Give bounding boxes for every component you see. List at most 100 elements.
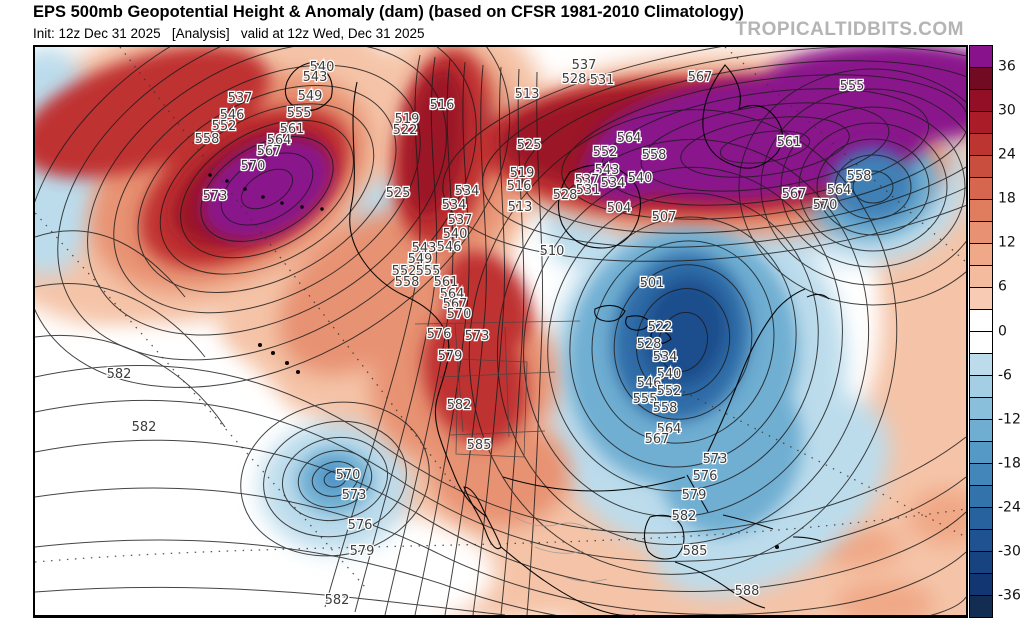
contour-label: 567 bbox=[688, 70, 713, 85]
contour-label: 558 bbox=[395, 275, 420, 290]
colorbar-cell bbox=[970, 485, 992, 507]
contour-label: 543 bbox=[412, 241, 437, 256]
page-title: EPS 500mb Geopotential Height & Anomaly … bbox=[33, 3, 744, 21]
colorbar-cell bbox=[970, 309, 992, 331]
contour-label: 585 bbox=[683, 544, 708, 559]
contour-label: 537 bbox=[572, 58, 597, 73]
contours-atlantic-low bbox=[738, 68, 966, 306]
colorbar-tick: -36 bbox=[998, 587, 1021, 604]
contour-label: 570 bbox=[813, 198, 838, 213]
contour-label: 552 bbox=[593, 145, 618, 160]
contour-label: 501 bbox=[640, 276, 665, 291]
colorbar-cell bbox=[970, 595, 992, 617]
contour-label: 540 bbox=[310, 60, 335, 75]
contour-label: 534 bbox=[442, 198, 467, 213]
contour-label: 540 bbox=[443, 227, 468, 242]
colorbar-cell bbox=[970, 573, 992, 595]
contours-pacific-cutoff bbox=[240, 401, 430, 557]
contours-southern-sweep bbox=[35, 364, 966, 615]
colorbar-tick: -30 bbox=[998, 543, 1021, 560]
contour-label: 528 bbox=[553, 188, 578, 203]
contour-label: 537 bbox=[575, 173, 600, 188]
colorbar-tick: 24 bbox=[998, 146, 1016, 163]
contour-label: 552 bbox=[657, 384, 682, 399]
colorbar-cell bbox=[970, 441, 992, 463]
colorbar-cell bbox=[970, 529, 992, 551]
contour-label: 519 bbox=[395, 112, 420, 127]
contour-label: 540 bbox=[628, 171, 653, 186]
coastlines bbox=[208, 61, 830, 615]
contour-label: 528 bbox=[562, 72, 587, 87]
contour-label: 537 bbox=[228, 91, 253, 106]
colorbar-cell bbox=[970, 243, 992, 265]
contour-label: 567 bbox=[443, 297, 468, 312]
contour-label: 549 bbox=[408, 252, 433, 267]
contour-label: 558 bbox=[642, 148, 667, 163]
contour-label: 564 bbox=[267, 133, 292, 148]
colorbar-cell bbox=[970, 397, 992, 419]
contour-label: 582 bbox=[325, 593, 350, 608]
contour-label: 519 bbox=[510, 166, 535, 181]
contour-label: 573 bbox=[342, 488, 367, 503]
contour-label: 534 bbox=[601, 176, 626, 191]
contour-label: 543 bbox=[595, 163, 620, 178]
colorbar-tick: 18 bbox=[998, 190, 1016, 207]
colorbar-tick: -6 bbox=[998, 367, 1012, 384]
contour-label: 576 bbox=[348, 518, 373, 533]
contour-label: 564 bbox=[617, 131, 642, 146]
colorbar-cell bbox=[970, 419, 992, 441]
contour-label: 573 bbox=[465, 329, 490, 344]
height-contours bbox=[35, 47, 966, 615]
contour-label: 510 bbox=[540, 244, 565, 259]
colorbar-cell bbox=[970, 551, 992, 573]
contour-label: 522 bbox=[393, 123, 418, 138]
contour-label: 537 bbox=[448, 213, 473, 228]
tropicaltidbits-watermark: TROPICALTIDBITS.COM bbox=[735, 19, 964, 40]
contours-east-trough bbox=[468, 109, 898, 575]
contour-label: 561 bbox=[777, 135, 802, 150]
colorbar-cell bbox=[970, 287, 992, 309]
colorbar-cell bbox=[970, 265, 992, 287]
contour-label: 570 bbox=[241, 159, 266, 174]
colorbar-cell bbox=[970, 133, 992, 155]
contour-label: 558 bbox=[847, 169, 872, 184]
contour-label: 507 bbox=[652, 210, 677, 225]
anomaly-colorbar bbox=[969, 45, 993, 618]
colorbar-cell bbox=[970, 89, 992, 111]
contour-label: 585 bbox=[467, 438, 492, 453]
contour-label: 504 bbox=[607, 201, 632, 216]
colorbar-tick: -24 bbox=[998, 499, 1021, 516]
colorbar-cell bbox=[970, 67, 992, 89]
contour-label: 579 bbox=[350, 544, 375, 559]
contour-label: 582 bbox=[447, 398, 472, 413]
contour-label: 567 bbox=[645, 432, 670, 447]
contour-label: 534 bbox=[653, 350, 678, 365]
map-canvas: 537 540 543 549 546 555 552 561 558 564 567 570 573 5… bbox=[33, 45, 968, 618]
contour-label: 579 bbox=[438, 349, 463, 364]
colorbar-cell bbox=[970, 155, 992, 177]
colorbar-tick: -12 bbox=[998, 411, 1021, 428]
contour-label: 564 bbox=[657, 422, 682, 437]
contour-label: 573 bbox=[703, 452, 728, 467]
colorbar-cell bbox=[970, 507, 992, 529]
graticule bbox=[35, 47, 966, 588]
contour-label: 582 bbox=[107, 367, 132, 382]
contour-label: 588 bbox=[735, 584, 760, 599]
colorbar-cell bbox=[970, 221, 992, 243]
contours-west-edge bbox=[35, 230, 226, 428]
colorbar-cell bbox=[970, 199, 992, 221]
contour-label: 555 bbox=[633, 392, 658, 407]
contour-label: 558 bbox=[653, 401, 678, 416]
contour-label: 549 bbox=[298, 89, 323, 104]
contour-label: 513 bbox=[515, 87, 540, 102]
contour-label: 555 bbox=[287, 106, 312, 121]
contour-label: 561 bbox=[280, 122, 305, 137]
colorbar-cell bbox=[970, 177, 992, 199]
colorbar-cell bbox=[970, 46, 992, 67]
colorbar-cell bbox=[970, 111, 992, 133]
contour-label: 576 bbox=[693, 469, 718, 484]
contour-label: 555 bbox=[840, 79, 865, 94]
contour-label: 546 bbox=[637, 376, 662, 391]
contour-label: 522 bbox=[648, 320, 673, 335]
